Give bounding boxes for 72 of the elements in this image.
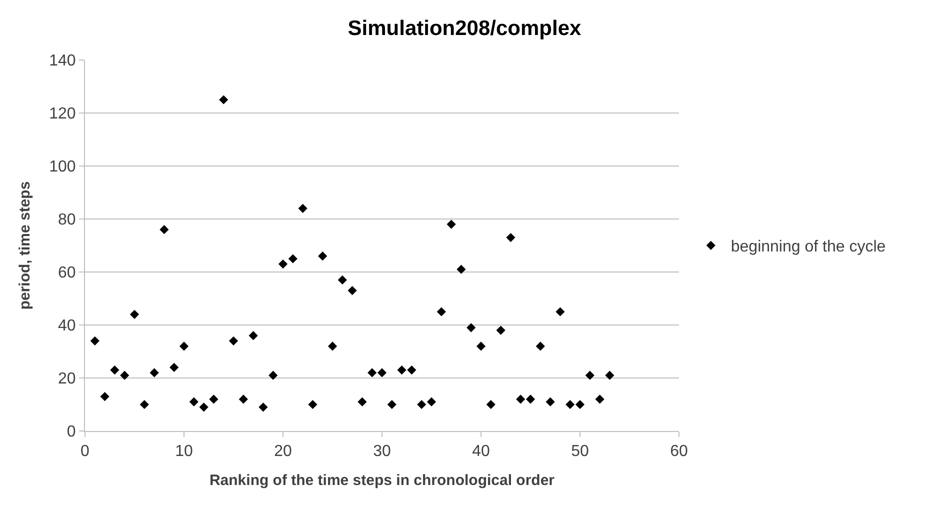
point (238, 394, 248, 404)
point (575, 400, 585, 410)
point (258, 402, 268, 412)
point (516, 394, 526, 404)
point (436, 307, 446, 316)
point (526, 394, 536, 404)
y-tick-label: 20 (58, 370, 76, 388)
point (150, 368, 159, 378)
point (377, 368, 387, 378)
x-tick-label: 0 (80, 443, 90, 460)
point (397, 366, 406, 375)
point (476, 342, 486, 351)
x-tick-label: 40 (472, 443, 490, 460)
point (90, 336, 100, 346)
y-tick-label: 40 (58, 318, 76, 335)
point (446, 220, 456, 229)
point (556, 307, 565, 316)
y-tick-label: 0 (66, 424, 76, 441)
legend-label: beginning of the cycle (730, 238, 886, 256)
point (219, 95, 228, 104)
x-tick-label: 10 (175, 443, 193, 460)
point (179, 342, 189, 351)
point (110, 366, 120, 375)
point (368, 368, 377, 378)
point (328, 342, 338, 351)
point (566, 400, 575, 410)
point (605, 370, 614, 380)
point (486, 400, 496, 410)
x-tick-label: 20 (274, 443, 292, 460)
x-tick-label: 30 (373, 443, 391, 460)
point (496, 326, 506, 335)
point (387, 400, 396, 410)
point (595, 394, 604, 404)
point (140, 400, 149, 410)
point (209, 394, 218, 404)
point (407, 366, 416, 375)
y-tick-label: 140 (49, 52, 76, 70)
point (456, 264, 466, 274)
point (417, 400, 426, 410)
x-tick-label: 50 (571, 443, 589, 460)
point (358, 397, 367, 406)
point (170, 362, 179, 372)
point (536, 342, 545, 351)
point (268, 370, 278, 380)
point (189, 397, 198, 406)
chart-title: Simulation208/complex (348, 16, 582, 40)
x-axis-title: Ranking of the time steps in chronological order (209, 472, 555, 490)
y-tick-label: 100 (49, 158, 76, 176)
y-tick-label: 80 (58, 212, 76, 229)
y-tick-label: 120 (49, 106, 76, 123)
point (199, 402, 208, 412)
point (318, 252, 328, 261)
point (466, 323, 476, 332)
point (228, 336, 238, 346)
point (278, 260, 288, 269)
point (100, 392, 110, 402)
point (298, 204, 308, 213)
x-tick-label: 60 (670, 443, 688, 460)
point (546, 397, 555, 406)
point (338, 275, 347, 284)
point (426, 397, 436, 406)
point (348, 286, 357, 296)
point (120, 370, 130, 380)
y-axis-title: period, time steps (16, 181, 34, 310)
point (160, 225, 169, 234)
point (308, 400, 318, 410)
point (506, 233, 516, 242)
point (585, 370, 594, 380)
point (288, 254, 298, 264)
y-tick-label: 60 (58, 264, 76, 282)
point (130, 310, 140, 319)
point (248, 331, 258, 340)
